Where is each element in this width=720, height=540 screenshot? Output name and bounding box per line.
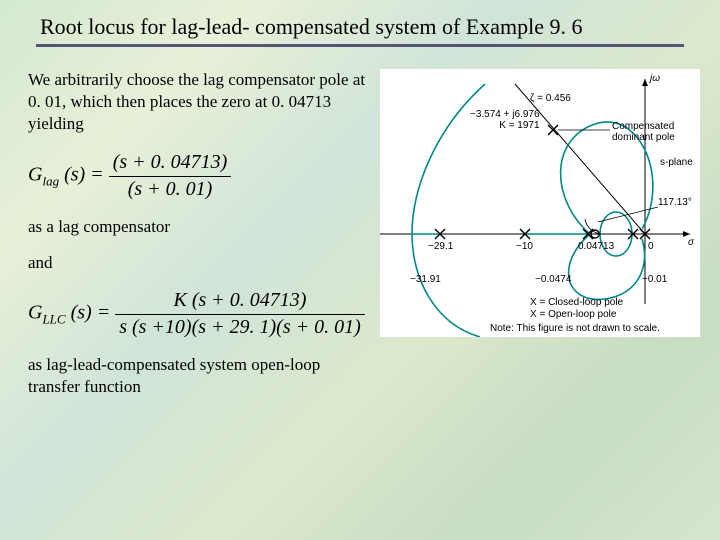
text-column: We arbitrarily choose the lag compensato… xyxy=(28,69,368,412)
dominant-pole-value: −3.574 + j6.976 K = 1971 xyxy=(470,109,540,131)
sigma-axis-label: σ xyxy=(688,237,694,248)
label-0474: −0.0474 xyxy=(535,274,571,285)
equation-glag: Glag (s) = (s + 0. 04713)(s + 0. 01) xyxy=(28,150,368,202)
equation-gllc: GLLC (s) = K (s + 0. 04713)s (s +10)(s +… xyxy=(28,288,368,340)
paragraph-intro: We arbitrarily choose the lag compensato… xyxy=(28,69,368,134)
paragraph-closing: as lag-lead-compensated system open-loop… xyxy=(28,354,368,398)
xtick-10: −10 xyxy=(516,241,533,252)
line-and: and xyxy=(28,252,368,274)
xtick-29: −29.1 xyxy=(428,241,453,252)
compensated-pole-label: Compensated dominant pole xyxy=(612,121,675,143)
legend-open-loop: X = Open-loop pole xyxy=(530,309,616,320)
zeta-label: ζ = 0.456 xyxy=(530,93,571,104)
plot-note: Note: This figure is not drawn to scale. xyxy=(490,323,660,334)
label-3191: −31.91 xyxy=(410,274,441,285)
jw-axis-label: jω xyxy=(650,73,660,84)
root-locus-plot: jω σ s-plane ζ = 0.456 −3.574 + j6.976 K… xyxy=(380,69,700,337)
splane-label: s-plane xyxy=(660,157,693,168)
label-001: −0.01 xyxy=(642,274,667,285)
xtick-zero: 0.04713 xyxy=(578,241,614,252)
line-as-lag: as a lag compensator xyxy=(28,216,368,238)
angle-label: 117.13° xyxy=(658,197,692,208)
title-rule xyxy=(36,44,684,47)
slide-title: Root locus for lag-lead- compensated sys… xyxy=(40,14,692,40)
legend-closed-loop: X = Closed-loop pole xyxy=(530,297,623,308)
xtick-origin: 0 xyxy=(648,241,654,252)
